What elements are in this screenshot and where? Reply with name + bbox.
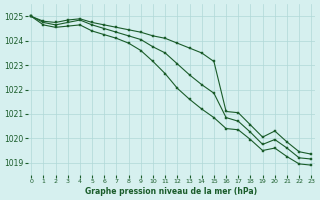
- X-axis label: Graphe pression niveau de la mer (hPa): Graphe pression niveau de la mer (hPa): [85, 187, 257, 196]
